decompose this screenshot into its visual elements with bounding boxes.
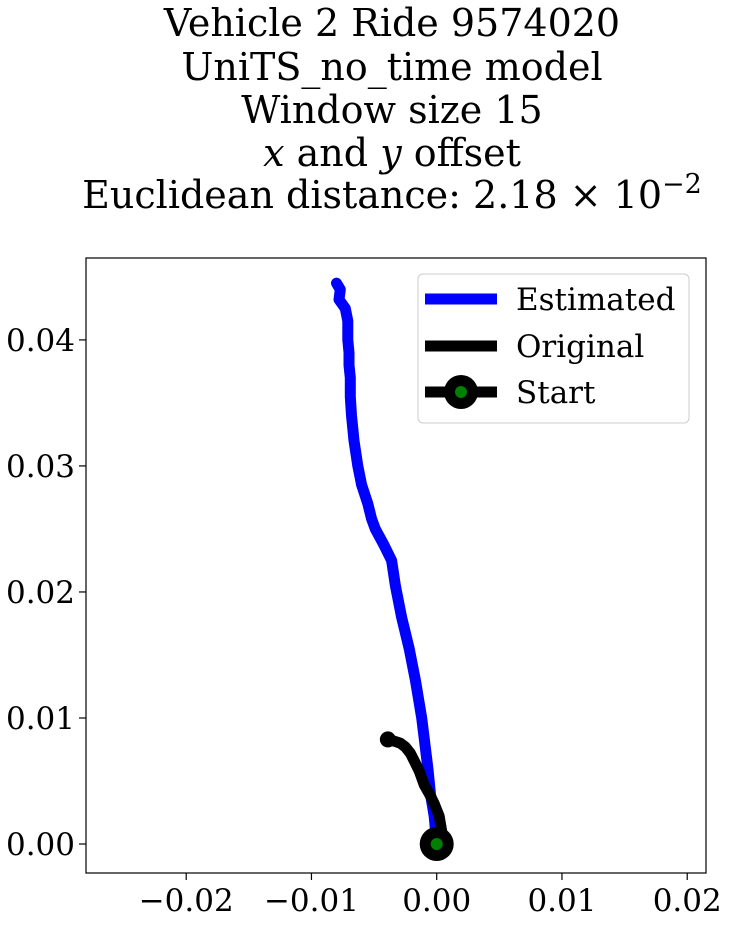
y-tick-label: 0.02 xyxy=(6,575,75,611)
title-line-4: x and y offset xyxy=(263,131,521,175)
x-tick-label: 0.02 xyxy=(653,883,722,919)
chart-legend: Estimated Original Start xyxy=(417,273,690,424)
y-tick-label: 0.03 xyxy=(6,449,75,485)
plot-series xyxy=(331,277,454,862)
plot-frame xyxy=(85,257,707,874)
original-path xyxy=(382,733,448,850)
start-marker-inner xyxy=(430,838,443,851)
x-tick-label: 0.00 xyxy=(402,883,471,919)
title-var-y: y xyxy=(378,131,402,175)
x-tick-label: 0.01 xyxy=(527,883,596,919)
legend-estimated-label: Estimated xyxy=(516,282,675,318)
original-path-end-cap xyxy=(379,731,396,748)
y-tick-label: 0.04 xyxy=(6,323,75,359)
title-line-1: Vehicle 2 Ride 9574020 xyxy=(163,1,620,45)
y-tick-label: 0.00 xyxy=(6,827,75,863)
title-line-2: UniTS_no_time model xyxy=(181,45,602,90)
title-line-5: Euclidean distance: 2.18 × 10−2 xyxy=(82,169,702,217)
estimated-path xyxy=(331,277,443,850)
x-tick-label: −0.02 xyxy=(139,883,234,919)
axis-ticks: −0.02 −0.01 0.00 0.01 0.02 0.00 0.01 0.02 0.03 0.… xyxy=(6,323,722,919)
title-var-x: x xyxy=(263,131,284,175)
title-distance: Euclidean distance: 2.18 xyxy=(82,173,557,217)
legend-start-label: Start xyxy=(516,375,596,411)
title-line-3: Window size 15 xyxy=(241,88,542,132)
x-tick-label: −0.01 xyxy=(264,883,359,919)
title-and: and xyxy=(285,131,381,175)
title-base: 10 xyxy=(614,173,662,217)
legend-original-label: Original xyxy=(516,329,644,365)
chart-title: Vehicle 2 Ride 9574020 UniTS_no_time mod… xyxy=(82,1,702,217)
title-offset: offset xyxy=(402,131,521,175)
title-exponent: −2 xyxy=(662,169,702,200)
y-tick-label: 0.01 xyxy=(6,701,75,737)
legend-box xyxy=(417,273,690,424)
title-times: × xyxy=(558,173,614,217)
legend-start-marker-inner xyxy=(455,386,467,398)
